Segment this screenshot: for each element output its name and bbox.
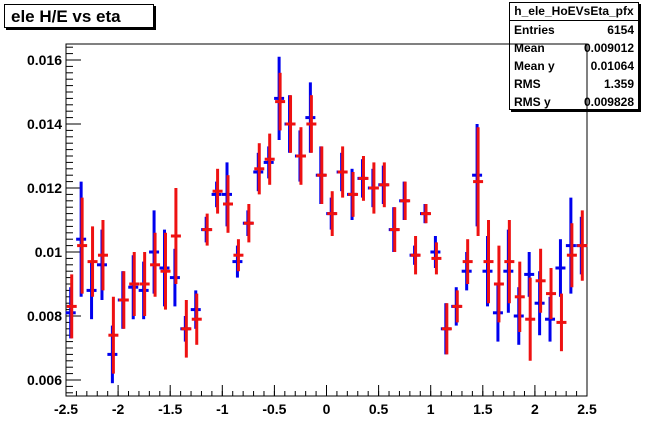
x-tick-label: 0 [323, 401, 331, 417]
x-tick-label: 1 [427, 401, 435, 417]
x-tick-label: 0.5 [369, 401, 389, 417]
y-tick-label: 0.008 [27, 308, 62, 324]
stats-row-mean-y: Mean y 0.01064 [510, 57, 638, 75]
plot-title: ele H/E vs eta [4, 4, 154, 28]
stats-histogram-name: h_ele_HoEVsEta_pfx [510, 3, 638, 21]
x-tick-label: 2.5 [577, 401, 597, 417]
stats-label: RMS y [514, 95, 551, 109]
y-tick-label: 0.01 [35, 244, 62, 260]
x-tick-label: -1 [216, 401, 229, 417]
stats-value: 1.359 [603, 77, 634, 91]
y-tick-label: 0.016 [27, 52, 62, 68]
stats-row-rms: RMS 1.359 [510, 75, 638, 93]
stats-value: 0.009012 [583, 41, 634, 55]
x-tick-label: -1.5 [158, 401, 182, 417]
stats-label: RMS [514, 77, 541, 91]
stats-label: Mean y [514, 59, 555, 73]
x-tick-label: 1.5 [473, 401, 493, 417]
stats-row-rms-y: RMS y 0.009828 [510, 93, 638, 111]
y-tick-label: 0.014 [27, 116, 62, 132]
stats-box: h_ele_HoEVsEta_pfx Entries 6154 Mean 0.0… [509, 2, 639, 110]
stats-value: 0.01064 [590, 59, 634, 73]
x-tick-label: -2.5 [54, 401, 78, 417]
stats-value: 6154 [607, 23, 634, 37]
stats-value: 0.009828 [583, 95, 634, 109]
y-tick-label: 0.006 [27, 372, 62, 388]
stats-row-entries: Entries 6154 [510, 21, 638, 39]
y-tick-label: 0.012 [27, 180, 62, 196]
x-tick-label: 2 [531, 401, 539, 417]
x-tick-label: -2 [112, 401, 125, 417]
x-tick-label: -0.5 [262, 401, 286, 417]
stats-label: Entries [514, 23, 555, 37]
